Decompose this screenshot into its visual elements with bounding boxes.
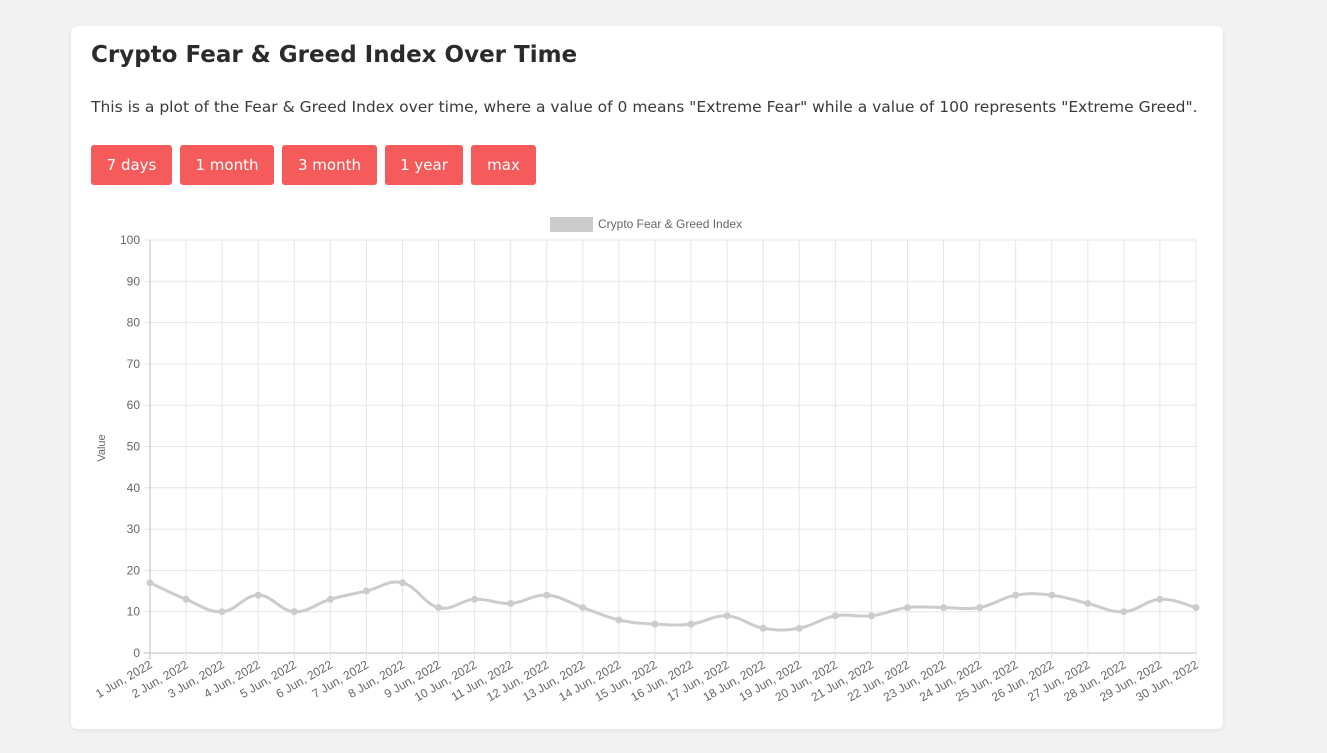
range-1-year-button[interactable]: 1 year [385, 145, 463, 185]
y-tick-label: 20 [127, 563, 141, 577]
data-point[interactable] [795, 624, 803, 632]
data-point[interactable] [146, 579, 154, 587]
data-point[interactable] [218, 608, 226, 616]
data-point[interactable] [615, 616, 623, 624]
series-line [149, 580, 1197, 632]
data-point[interactable] [687, 620, 695, 628]
chart-legend[interactable]: Crypto Fear & Greed Index [550, 217, 742, 232]
data-point[interactable] [362, 587, 370, 595]
data-point[interactable] [435, 604, 443, 612]
chart-card: Crypto Fear & Greed Index Over Time This… [71, 26, 1223, 729]
data-point[interactable] [940, 604, 948, 612]
data-point[interactable] [182, 595, 190, 603]
y-axis-label: Value [96, 434, 108, 461]
data-point[interactable] [723, 612, 731, 620]
y-tick-label: 40 [127, 481, 141, 495]
chart-grid [144, 239, 1197, 659]
data-point[interactable] [1120, 608, 1128, 616]
y-tick-label: 80 [127, 316, 141, 330]
page-title: Crypto Fear & Greed Index Over Time [91, 42, 578, 68]
data-point[interactable] [543, 591, 551, 599]
legend-swatch [550, 217, 593, 232]
data-point[interactable] [831, 612, 839, 620]
data-point[interactable] [903, 604, 911, 612]
data-point[interactable] [1012, 591, 1020, 599]
data-point[interactable] [1084, 599, 1092, 607]
data-point[interactable] [471, 595, 479, 603]
data-point[interactable] [254, 591, 262, 599]
data-point[interactable] [507, 599, 515, 607]
data-point[interactable] [1156, 595, 1164, 603]
y-tick-label: 50 [127, 440, 141, 454]
y-tick-label: 70 [127, 357, 141, 371]
chart-points [146, 579, 1200, 632]
y-tick-label: 0 [133, 646, 140, 660]
data-point[interactable] [1192, 604, 1200, 612]
y-tick-label: 90 [127, 274, 141, 288]
data-point[interactable] [290, 608, 298, 616]
data-point[interactable] [326, 595, 334, 603]
range-max-button[interactable]: max [471, 145, 536, 185]
range-7-days-button[interactable]: 7 days [91, 145, 172, 185]
data-point[interactable] [759, 624, 767, 632]
data-point[interactable] [579, 604, 587, 612]
range-1-month-button[interactable]: 1 month [180, 145, 274, 185]
data-point[interactable] [867, 612, 875, 620]
data-point[interactable] [398, 579, 406, 587]
y-tick-label: 10 [127, 605, 141, 619]
y-tick-label: 60 [127, 398, 141, 412]
range-3-month-button[interactable]: 3 month [282, 145, 377, 185]
page-description: This is a plot of the Fear & Greed Index… [91, 98, 1198, 116]
y-tick-label: 100 [120, 233, 140, 247]
chart-series [149, 580, 1197, 632]
data-point[interactable] [1048, 591, 1056, 599]
legend-label: Crypto Fear & Greed Index [598, 217, 742, 231]
data-point[interactable] [651, 620, 659, 628]
data-point[interactable] [976, 604, 984, 612]
y-tick-label: 30 [127, 522, 141, 536]
